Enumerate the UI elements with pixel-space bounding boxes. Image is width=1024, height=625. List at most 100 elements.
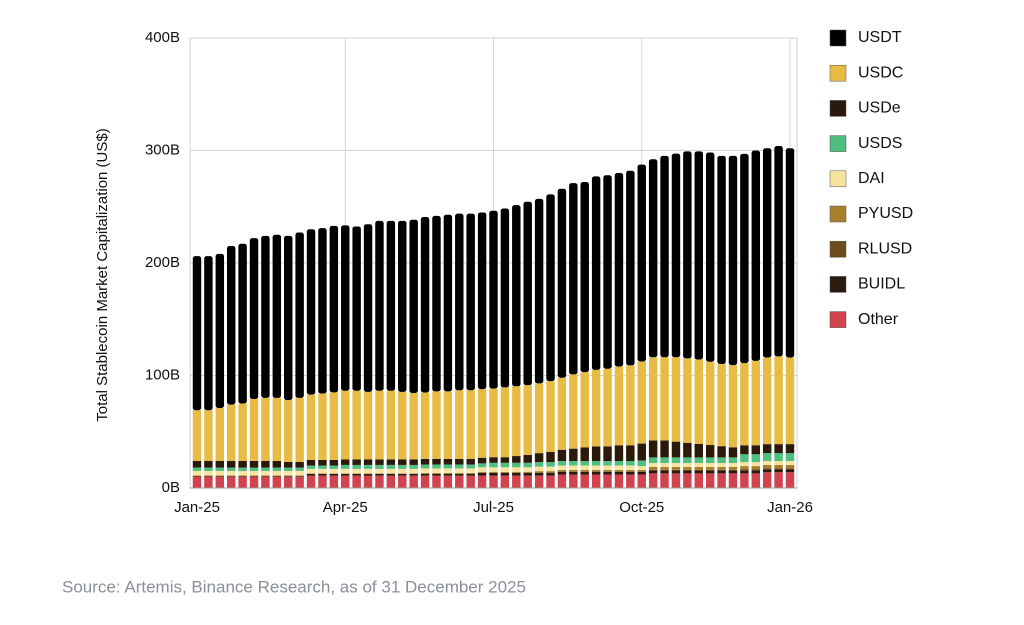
- bar-segment: [706, 470, 714, 471]
- bar-segment: [615, 475, 623, 489]
- bar-segment: [660, 357, 668, 440]
- bar-segment: [478, 458, 486, 464]
- bar-segment: [409, 474, 417, 476]
- y-tick-label: 200B: [145, 254, 180, 271]
- bar-segment: [364, 465, 372, 469]
- bar-segment: [489, 389, 497, 458]
- bar-segment: [638, 472, 646, 475]
- bar-segment: [763, 461, 771, 465]
- bar-segment: [501, 472, 509, 473]
- bar-segment: [478, 463, 486, 467]
- bar-segment: [558, 189, 566, 378]
- bar-segment: [238, 476, 246, 477]
- bar-segment: [398, 465, 406, 469]
- bar-segment: [364, 474, 372, 476]
- bar-segment: [546, 452, 554, 462]
- bar-segment: [261, 398, 269, 461]
- legend-label: USDT: [858, 29, 902, 46]
- bar-segment: [318, 394, 326, 460]
- bar-segment: [626, 171, 634, 366]
- bar-segment: [683, 473, 691, 488]
- bar-segment: [261, 461, 269, 468]
- bar-segment: [421, 473, 429, 474]
- bar-segment: [683, 463, 691, 467]
- bar-segment: [774, 461, 782, 465]
- bar-segment: [729, 473, 737, 488]
- bar-segment: [546, 381, 554, 452]
- bar-segment: [387, 474, 395, 476]
- bar-segment: [489, 476, 497, 488]
- legend-label: DAI: [858, 170, 885, 187]
- bar-segment: [729, 470, 737, 471]
- bar-segment: [740, 454, 748, 462]
- bar-segment: [398, 459, 406, 465]
- bar-segment: [672, 457, 680, 463]
- bar-segment: [444, 215, 452, 392]
- bar-segment: [558, 450, 566, 461]
- bar-segment: [683, 443, 691, 458]
- bar-segment: [763, 468, 771, 469]
- bar-segment: [546, 476, 554, 488]
- bar-segment: [581, 470, 589, 471]
- bar-segment: [455, 476, 463, 488]
- x-tick-label: Jan-25: [174, 499, 220, 516]
- bar-segment: [546, 473, 554, 476]
- bar-segment: [660, 467, 668, 470]
- bar-segment: [672, 357, 680, 441]
- bar-segment: [581, 472, 589, 475]
- bar-segment: [603, 470, 611, 471]
- bar-segment: [649, 457, 657, 463]
- bar-segment: [421, 474, 429, 476]
- bar-segment: [421, 217, 429, 392]
- bar-segment: [466, 214, 474, 391]
- bar-segment: [455, 473, 463, 474]
- legend-label: USDS: [858, 135, 902, 152]
- bar-segment: [729, 467, 737, 470]
- bar-segment: [558, 475, 566, 489]
- bar-segment: [398, 474, 406, 476]
- bar-segment: [352, 459, 360, 465]
- bar-segment: [295, 233, 303, 398]
- bar-segment: [341, 473, 349, 474]
- bar-segment: [193, 476, 201, 477]
- bar-segment: [261, 477, 269, 488]
- bar-segment: [250, 476, 258, 477]
- bar-segment: [432, 476, 440, 488]
- bar-segment: [592, 472, 600, 475]
- bar-segment: [763, 453, 771, 461]
- bar-segment: [387, 459, 395, 465]
- bar-segment: [330, 460, 338, 466]
- bar-segment: [695, 151, 703, 359]
- bar-segment: [227, 477, 235, 488]
- bar-segment: [478, 473, 486, 476]
- bar-segment: [763, 465, 771, 468]
- bar-segment: [672, 473, 680, 488]
- legend-label: USDe: [858, 100, 901, 117]
- bar-segment: [546, 471, 554, 472]
- bar-segment: [352, 391, 360, 460]
- bar-segment: [261, 476, 269, 477]
- bar-segment: [512, 476, 520, 488]
- bar-segment: [592, 470, 600, 471]
- bar-segment: [238, 468, 246, 471]
- bar-segment: [204, 468, 212, 471]
- bar-segment: [592, 475, 600, 489]
- bar-segment: [466, 473, 474, 474]
- bar-segment: [216, 471, 224, 476]
- bar-segment: [364, 469, 372, 474]
- bar-segment: [409, 469, 417, 474]
- bar-segment: [489, 463, 497, 468]
- bar-segment: [763, 148, 771, 357]
- bar-segment: [432, 468, 440, 473]
- bar-segment: [432, 474, 440, 476]
- bar-segment: [638, 460, 646, 466]
- bar-segment: [569, 449, 577, 461]
- bar-segment: [193, 468, 201, 471]
- bar-segment: [284, 476, 292, 477]
- legend-swatch: [830, 171, 846, 187]
- bar-segment: [786, 468, 794, 469]
- bar-segment: [273, 477, 281, 488]
- bar-segment: [740, 363, 748, 445]
- bar-segment: [204, 476, 212, 477]
- bar-segment: [660, 156, 668, 357]
